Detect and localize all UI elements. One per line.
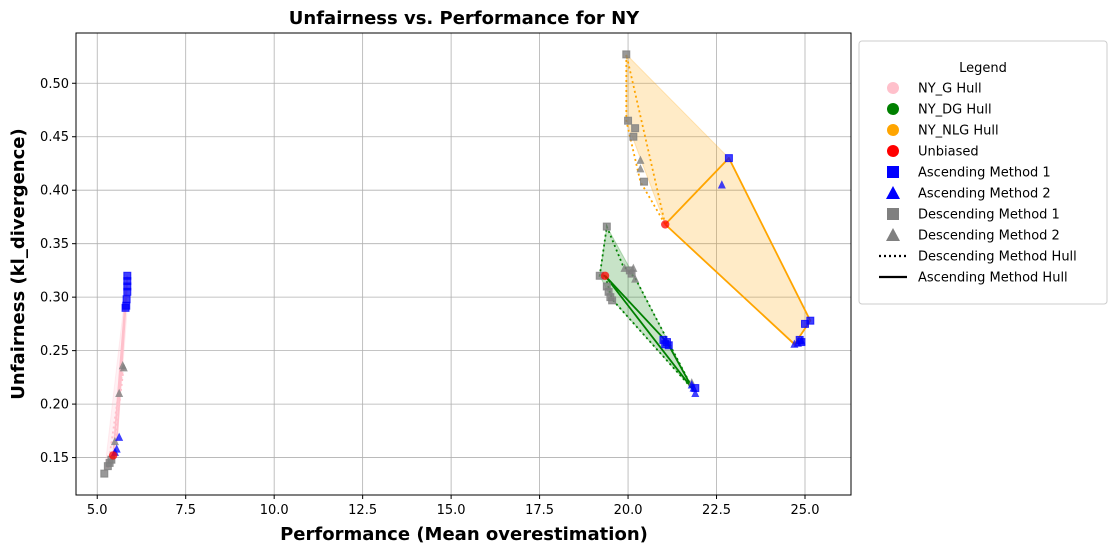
y-tick-label: 0.45 (40, 130, 69, 145)
x-tick-label: 5.0 (87, 503, 108, 518)
legend-entry: Descending Method 2 (886, 228, 1060, 244)
legend-marker (887, 145, 899, 157)
legend-label: Descending Method Hull (918, 250, 1077, 265)
x-tick-label: 25.0 (791, 503, 820, 518)
x-tick-label: 12.5 (348, 503, 377, 518)
legend: Legend NY_G Hull NY_DG Hull NY_NLG Hull Unb… (858, 40, 1108, 305)
legend-entry: Unbiased (887, 145, 979, 160)
unbiased-point (108, 451, 118, 460)
legend-label: NY_G Hull (918, 82, 982, 97)
desc-m1-point (608, 296, 617, 305)
asc-m1-point (800, 319, 809, 328)
x-tick-label: 15.0 (437, 503, 466, 518)
x-axis-label: Performance (Mean overestimation) (280, 524, 648, 545)
plot-frame (75, 32, 852, 496)
legend-label: Ascending Method 2 (918, 187, 1051, 202)
asc-m1-point (123, 287, 132, 296)
x-axis-ticks: 5.0 7.5 10.0 12.5 15.0 17.5 20.0 22.5 25.0 (87, 495, 820, 518)
hull-fill (625, 53, 811, 345)
desc-m2-point (631, 274, 640, 283)
desc-m2-point (119, 363, 128, 372)
legend-marker (887, 124, 899, 136)
ascending-hull-line (604, 275, 695, 391)
y-tick-label: 0.50 (40, 77, 69, 92)
desc-m2-point (115, 388, 124, 398)
legend-label: Ascending Method 1 (918, 166, 1051, 181)
legend-entry: Ascending Method 1 (887, 166, 1051, 181)
y-axis-ticks: 0.15 0.20 0.25 0.30 0.35 0.40 0.45 0.50 (40, 77, 76, 466)
asc-m2-point (797, 336, 806, 345)
desc-m2-point (110, 436, 119, 446)
legend-marker (886, 186, 900, 199)
group-ny-g (100, 271, 132, 478)
asc-m2-point (717, 180, 726, 189)
desc-m1-point (100, 469, 109, 478)
grid-lines (76, 33, 851, 495)
x-tick-label: 10.0 (260, 503, 289, 518)
legend-label: NY_NLG Hull (918, 124, 999, 139)
x-tick-label: 17.5 (525, 503, 554, 518)
legend-entry: NY_DG Hull (887, 103, 992, 118)
legend-entry: NY_G Hull (887, 82, 982, 97)
desc-m1-point (602, 222, 611, 231)
asc-m1-point (661, 340, 670, 349)
legend-entries: NY_G Hull NY_DG Hull NY_NLG Hull Unbiased As… (879, 82, 1077, 286)
asc-m2-point (793, 338, 802, 347)
legend-label: Unbiased (918, 145, 979, 160)
y-tick-label: 0.15 (40, 451, 69, 466)
asc-m1-point (724, 154, 733, 163)
legend-marker (886, 228, 900, 241)
y-axis-label: Unfairness (kl_divergence) (8, 128, 29, 399)
y-tick-label: 0.25 (40, 344, 69, 359)
asc-m2-point (687, 380, 696, 389)
desc-m1-point (629, 132, 638, 141)
chart-title: Unfairness vs. Performance for NY (289, 8, 640, 29)
legend-title: Legend (959, 61, 1007, 76)
legend-entry: Descending Method 1 (887, 208, 1060, 223)
x-tick-label: 7.5 (175, 503, 196, 518)
desc-m2-point (636, 155, 645, 164)
desc-m1-point (631, 124, 640, 133)
legend-label: Descending Method 2 (918, 229, 1060, 244)
group-ny-dg (595, 222, 700, 398)
legend-label: NY_DG Hull (918, 103, 992, 118)
desc-m2-point (636, 164, 645, 173)
desc-m1-point (622, 50, 631, 59)
desc-m1-point (639, 177, 648, 186)
unbiased-point (661, 220, 670, 229)
asc-m1-point (121, 303, 130, 312)
legend-entry: Descending Method Hull (879, 250, 1077, 265)
asc-m2-point (691, 388, 700, 398)
legend-frame (858, 40, 1108, 305)
asc-m2-point (115, 432, 124, 441)
legend-marker (887, 208, 899, 220)
desc-m1-point (624, 116, 633, 125)
y-tick-label: 0.20 (40, 398, 69, 413)
x-tick-label: 22.5 (702, 503, 731, 518)
legend-entry: Ascending Method Hull (879, 271, 1068, 286)
y-tick-label: 0.30 (40, 291, 69, 306)
group-ny-nlg (622, 50, 815, 348)
legend-marker (887, 166, 899, 178)
legend-marker (887, 103, 899, 115)
desc-m2-point (620, 263, 629, 272)
legend-entry: Ascending Method 2 (886, 186, 1051, 202)
legend-label: Ascending Method Hull (918, 271, 1068, 286)
unbiased-point (600, 271, 610, 280)
y-tick-label: 0.40 (40, 184, 69, 199)
y-tick-label: 0.35 (40, 237, 69, 252)
legend-entry: NY_NLG Hull (887, 124, 999, 139)
x-tick-label: 20.0 (614, 503, 643, 518)
plot-series (100, 50, 815, 478)
legend-marker (887, 82, 899, 94)
legend-label: Descending Method 1 (918, 208, 1060, 223)
desc-m2-point (629, 263, 638, 272)
